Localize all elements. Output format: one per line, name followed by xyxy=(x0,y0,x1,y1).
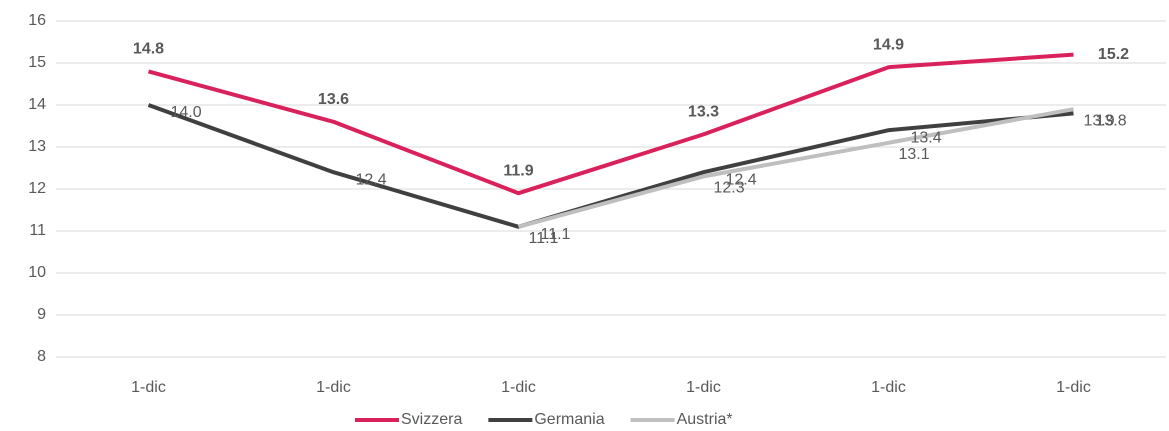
y-tick-label: 14 xyxy=(28,96,46,113)
legend-label: Germania xyxy=(534,411,604,428)
data-label: 13.3 xyxy=(688,104,719,121)
data-label: 14.9 xyxy=(873,36,904,53)
y-tick-label: 10 xyxy=(28,264,46,281)
y-tick-label: 8 xyxy=(37,348,46,365)
x-tick-label: 1-dic xyxy=(686,379,721,396)
y-tick-label: 16 xyxy=(28,12,46,29)
x-tick-label: 1-dic xyxy=(1056,379,1091,396)
data-label: 14.8 xyxy=(133,41,164,58)
data-label: 13.4 xyxy=(911,129,942,146)
x-tick-label: 1-dic xyxy=(871,379,906,396)
data-label: 11.9 xyxy=(503,162,533,179)
y-tick-label: 11 xyxy=(29,222,46,239)
series-line xyxy=(147,52,1074,196)
data-label: 15.2 xyxy=(1098,46,1129,63)
x-tick-label: 1-dic xyxy=(501,379,536,396)
series-line xyxy=(517,107,1074,229)
data-label: 14.0 xyxy=(171,104,202,121)
series-line xyxy=(147,103,1074,229)
data-label: 13.9 xyxy=(1084,112,1115,129)
x-tick-label: 1-dic xyxy=(316,379,351,396)
data-label: 11.1 xyxy=(529,230,559,247)
x-tick-label: 1-dic xyxy=(131,379,166,396)
data-label: 11.1 xyxy=(541,226,571,243)
data-label: 12.4 xyxy=(356,171,387,188)
data-label: 12.3 xyxy=(714,180,745,197)
y-tick-label: 9 xyxy=(37,306,46,323)
data-label: 13.1 xyxy=(899,146,930,163)
y-tick-label: 15 xyxy=(28,54,46,71)
data-label: 13.8 xyxy=(1096,113,1127,130)
legend-label: Austria* xyxy=(677,411,733,428)
data-label: 12.4 xyxy=(726,171,757,188)
legend-label: Svizzera xyxy=(401,411,462,428)
data-label: 13.6 xyxy=(318,91,349,108)
y-tick-label: 13 xyxy=(28,138,46,155)
y-tick-label: 12 xyxy=(28,180,46,197)
